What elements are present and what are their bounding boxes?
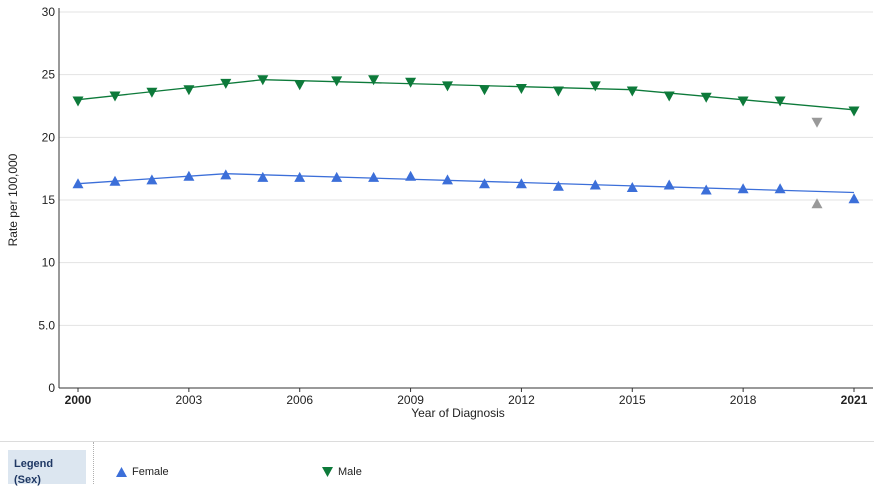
data-point-male	[848, 106, 860, 117]
data-point-female	[109, 175, 121, 186]
data-point-female	[331, 171, 343, 182]
data-point-male	[331, 76, 343, 87]
data-point-female	[811, 198, 823, 209]
x-axis-title: Year of Diagnosis	[411, 406, 505, 420]
data-point-male	[109, 91, 121, 102]
data-point-male	[146, 87, 158, 98]
x-tick-label: 2012	[508, 393, 535, 407]
y-tick-label: 15	[42, 193, 56, 207]
data-point-male	[183, 85, 195, 96]
data-point-female	[294, 171, 306, 182]
trend-line-male	[77, 79, 855, 111]
data-point-male	[552, 86, 564, 97]
legend-title-line1: Legend	[14, 458, 54, 470]
rate-trend-chart: 0 5.0 10 15 20 25 30 2000 2003 2006 2009 2012 2015 20…	[6, 5, 873, 420]
data-point-male	[811, 117, 823, 128]
triangle-down-icon	[322, 467, 333, 477]
y-tick-label: 5.0	[38, 318, 55, 332]
y-tick-label: 20	[42, 130, 56, 144]
data-point-male	[479, 85, 490, 96]
y-tick-label: 30	[42, 5, 56, 19]
data-point-male	[700, 92, 712, 103]
legend: Legend (Sex) Female Male	[0, 441, 874, 486]
x-tick-label: 2003	[176, 393, 203, 407]
data-point-male	[220, 78, 232, 89]
data-point-female	[479, 178, 490, 189]
data-point-female	[146, 174, 158, 185]
data-point-female	[368, 171, 380, 182]
data-point-male	[663, 91, 675, 102]
y-tick-label: 0	[48, 381, 55, 395]
legend-divider	[93, 442, 94, 484]
legend-label-male: Male	[338, 466, 362, 478]
x-tick-label: 2000	[65, 393, 92, 407]
data-point-female	[774, 183, 786, 194]
data-point-female	[515, 178, 527, 189]
data-point-female	[220, 169, 232, 180]
data-point-female	[552, 180, 564, 191]
data-point-female	[589, 179, 601, 190]
legend-title-box: Legend (Sex)	[8, 450, 86, 486]
data-point-male	[368, 75, 380, 86]
y-axis-title: Rate per 100,000	[6, 153, 20, 246]
trend-line-female	[77, 173, 855, 194]
data-point-female	[442, 174, 453, 185]
legend-label-female: Female	[132, 466, 169, 478]
chart-area: 0 5.0 10 15 20 25 30 2000 2003 2006 2009 2012 2015 20…	[6, 5, 873, 420]
data-point-female	[737, 183, 749, 194]
legend-title: Legend (Sex)	[14, 456, 53, 488]
data-point-male	[515, 84, 527, 94]
data-point-male	[626, 86, 638, 97]
data-point-male	[442, 81, 453, 92]
legend-item-male[interactable]: Male	[322, 464, 362, 480]
y-tick-label: 25	[42, 68, 56, 82]
data-point-female	[257, 171, 269, 182]
data-point-male	[294, 80, 306, 91]
x-tick-label: 2006	[286, 393, 313, 407]
data-point-male	[774, 96, 786, 107]
data-point-female	[626, 182, 638, 192]
triangle-up-icon	[116, 467, 127, 477]
data-point-male	[72, 96, 84, 107]
data-point-male	[737, 96, 749, 107]
x-tick-label: 2009	[397, 393, 424, 407]
data-point-female	[72, 178, 84, 189]
data-point-female	[700, 184, 712, 195]
x-tick-label: 2015	[619, 393, 646, 407]
data-point-male	[257, 75, 269, 86]
legend-item-female[interactable]: Female	[116, 464, 169, 480]
data-point-male	[589, 81, 601, 92]
data-point-female	[183, 170, 195, 181]
x-tick-label: 2018	[730, 393, 757, 407]
data-point-female	[663, 179, 675, 190]
legend-title-line2: (Sex)	[14, 474, 41, 486]
data-point-male	[405, 77, 417, 88]
data-point-female	[848, 193, 860, 204]
y-tick-label: 10	[42, 256, 56, 270]
data-point-female	[405, 170, 417, 181]
x-tick-label: 2021	[841, 393, 868, 407]
